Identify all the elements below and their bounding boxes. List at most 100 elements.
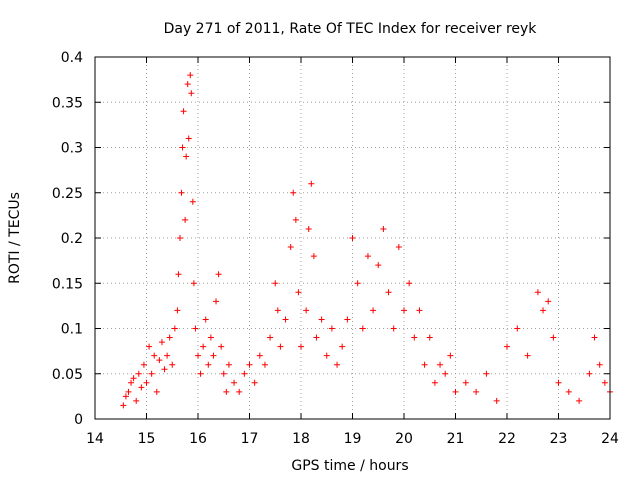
data-point xyxy=(550,334,557,341)
data-point xyxy=(128,379,135,386)
data-point xyxy=(184,81,191,88)
data-point xyxy=(426,334,433,341)
data-point xyxy=(158,339,165,346)
axis-ticks xyxy=(94,56,611,420)
data-point xyxy=(175,271,182,278)
data-point xyxy=(176,235,183,241)
data-point xyxy=(220,370,227,377)
y-tick-label: 0.05 xyxy=(52,367,83,383)
data-point xyxy=(437,361,444,368)
y-axis-label: ROTI / TECUs xyxy=(7,192,23,284)
data-point xyxy=(328,325,335,332)
data-point xyxy=(303,307,310,314)
data-point xyxy=(416,307,423,314)
data-point xyxy=(431,379,438,386)
data-point xyxy=(192,325,199,332)
data-point xyxy=(210,352,217,359)
data-point xyxy=(601,379,608,386)
data-point xyxy=(390,325,397,332)
data-point xyxy=(576,397,583,404)
data-point xyxy=(231,379,238,386)
data-point xyxy=(256,352,263,359)
data-point xyxy=(143,379,150,386)
data-point xyxy=(189,198,196,205)
data-point xyxy=(171,325,178,332)
data-point xyxy=(197,370,204,377)
data-point xyxy=(213,298,220,305)
data-point xyxy=(586,370,593,377)
y-tick-label: 0.15 xyxy=(52,276,83,292)
data-point xyxy=(122,393,129,400)
data-point xyxy=(195,352,201,359)
x-tick-label: 14 xyxy=(86,431,104,447)
data-point xyxy=(282,316,289,323)
data-point xyxy=(146,343,153,350)
data-point xyxy=(218,343,225,350)
data-point xyxy=(395,244,402,251)
data-point xyxy=(182,216,189,223)
y-tick-labels: 0 0.05 0.1 0.15 0.2 0.25 0.3 0.35 0.4 xyxy=(52,50,83,428)
data-point xyxy=(370,307,377,314)
data-point xyxy=(290,189,297,196)
data-point xyxy=(185,135,192,142)
data-point xyxy=(298,343,304,350)
x-tick-label: 20 xyxy=(395,431,413,447)
y-tick-label: 0.1 xyxy=(61,322,83,338)
data-point xyxy=(565,388,572,395)
data-point xyxy=(375,262,382,269)
data-point xyxy=(178,189,185,196)
chart-title: Day 271 of 2011, Rate Of TEC Index for r… xyxy=(164,21,538,37)
data-point xyxy=(148,370,155,377)
data-point xyxy=(540,307,547,314)
data-point xyxy=(473,388,480,395)
x-tick-label: 15 xyxy=(138,431,156,447)
data-point xyxy=(591,334,598,341)
x-axis-label: GPS time / hours xyxy=(291,458,408,474)
data-point xyxy=(452,388,459,395)
data-point xyxy=(120,402,127,409)
data-point xyxy=(215,271,222,278)
data-point xyxy=(555,379,562,386)
data-point xyxy=(135,370,142,377)
data-point xyxy=(156,357,163,364)
data-point xyxy=(514,325,521,332)
y-tick-label: 0.2 xyxy=(61,231,83,247)
data-point xyxy=(169,361,176,368)
x-tick-label: 21 xyxy=(447,431,465,447)
data-point xyxy=(183,153,190,160)
y-tick-label: 0 xyxy=(74,412,83,428)
data-point xyxy=(380,225,387,232)
data-point xyxy=(188,90,195,97)
data-point xyxy=(261,361,268,368)
data-point xyxy=(166,334,173,341)
data-point xyxy=(153,388,160,395)
data-point xyxy=(272,280,279,287)
y-tick-label: 0.4 xyxy=(61,50,83,66)
data-point xyxy=(359,325,366,332)
x-tick-label: 18 xyxy=(292,431,310,447)
data-point xyxy=(133,397,140,404)
data-point xyxy=(305,225,312,232)
data-point xyxy=(447,352,454,359)
data-point xyxy=(349,235,356,241)
data-point xyxy=(344,316,351,323)
data-point xyxy=(406,280,413,287)
data-point xyxy=(274,307,281,314)
data-point xyxy=(310,253,317,260)
x-tick-label: 19 xyxy=(344,431,362,447)
x-tick-label: 23 xyxy=(550,431,568,447)
data-points xyxy=(120,72,613,409)
data-point xyxy=(442,370,449,377)
data-point xyxy=(411,334,418,341)
data-point xyxy=(287,244,294,251)
data-point xyxy=(125,388,132,395)
data-point xyxy=(596,361,603,368)
data-point xyxy=(180,108,187,115)
x-tick-label: 16 xyxy=(189,431,207,447)
data-point xyxy=(313,334,320,341)
data-point xyxy=(385,289,392,296)
data-point xyxy=(295,289,302,296)
data-point xyxy=(205,361,212,368)
